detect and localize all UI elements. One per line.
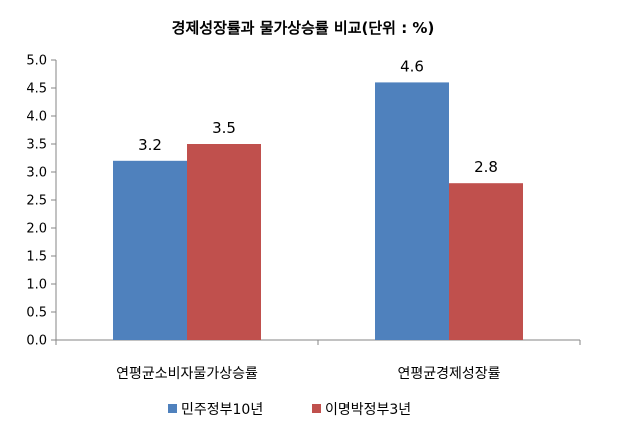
y-tick-label: 1.0 [26,278,47,293]
bar-value-label: 2.8 [474,158,498,176]
bar [187,144,261,340]
y-tick-label: 0.5 [26,306,47,321]
legend: 민주정부10년 이명박정부3년 [168,402,411,418]
bar-value-label: 3.5 [212,119,236,137]
bar-value-label: 3.2 [138,136,162,154]
y-axis: 0.0 0.5 1.0 1.5 2.0 2.5 3.0 3.5 4.0 4.5 5.0 [26,54,57,349]
legend-label: 민주정부10년 [181,402,263,418]
x-axis: 연평균소비자물가상승률 연평균경제성장률 [55,339,581,382]
y-tick-label: 5.0 [26,54,47,69]
y-tick-label: 4.0 [26,110,47,125]
y-tick-label: 2.0 [26,222,47,237]
legend-label: 이명박정부3년 [325,402,411,418]
y-tick-label: 2.5 [26,194,47,209]
y-tick-label: 3.0 [26,166,47,181]
y-tick-label: 4.5 [26,82,47,97]
bar-value-label: 4.6 [400,57,424,75]
category-label: 연평균소비자물가상승률 [116,366,258,382]
bar [113,160,187,340]
y-tick-label: 3.5 [26,138,47,153]
y-tick-label: 1.5 [26,250,47,265]
bar [449,183,523,340]
legend-swatch [168,404,177,413]
chart-title: 경제성장률과 물가상승률 비교(단위 : %) [172,19,435,37]
bars [113,82,523,341]
data-labels: 3.2 3.5 4.6 2.8 [138,57,498,176]
legend-swatch [312,404,321,413]
y-tick-label: 0.0 [26,334,47,349]
bar [375,82,449,341]
category-label: 연평균경제성장률 [397,366,500,382]
